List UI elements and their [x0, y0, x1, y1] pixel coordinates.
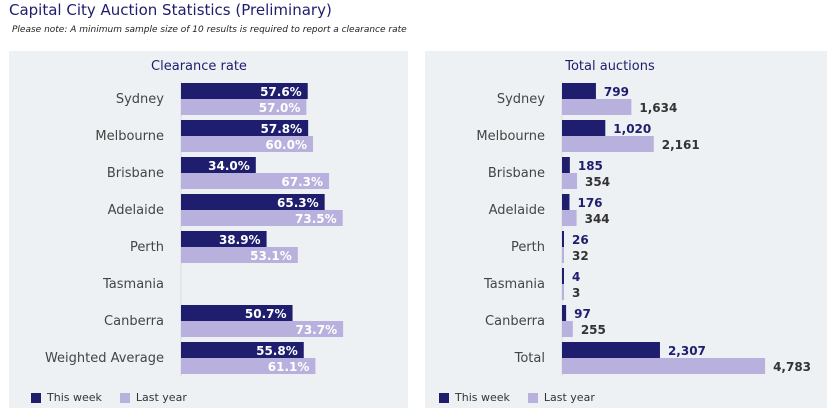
legend-item-this-week: This week — [31, 391, 102, 404]
bar-last-year-adelaide — [562, 210, 577, 226]
data-label-this-week-brisbane: 34.0% — [208, 159, 250, 173]
legend-label-this-week: This week — [47, 391, 102, 404]
category-label-canberra: Canberra — [485, 314, 545, 329]
bar-last-year-sydney — [562, 99, 632, 115]
bar-last-year-brisbane — [181, 173, 330, 189]
category-label-adelaide: Adelaide — [489, 203, 545, 218]
data-label-this-week-canberra: 50.7% — [245, 307, 287, 321]
bar-last-year-melbourne — [181, 136, 313, 152]
category-label-tasmania: Tasmania — [483, 277, 545, 292]
data-label-this-week-sydney: 799 — [604, 85, 629, 99]
bar-last-year-total — [562, 358, 766, 374]
clearance-rate-panel: Clearance rate Sydney 57.6% 57.0% Melbourne 5… — [9, 51, 408, 408]
data-label-last-year-adelaide: 73.5% — [295, 212, 337, 226]
bar-this-week-brisbane — [562, 157, 570, 173]
data-label-last-year-melbourne: 60.0% — [265, 138, 307, 152]
bar-this-week-canberra — [181, 305, 293, 321]
data-label-last-year-sydney: 57.0% — [259, 101, 301, 115]
data-label-last-year-melbourne: 2,161 — [662, 138, 700, 152]
clearance-rate-legend: This week Last year — [31, 391, 187, 404]
category-label-brisbane: Brisbane — [107, 166, 164, 181]
category-label-adelaide: Adelaide — [108, 203, 164, 218]
bar-this-week-perth — [562, 231, 564, 247]
data-label-this-week-adelaide: 176 — [577, 196, 602, 210]
sample-size-note: Please note: A minimum sample size of 10… — [12, 25, 407, 35]
bar-this-week-brisbane — [181, 157, 256, 173]
bar-this-week-sydney — [562, 83, 596, 99]
legend-label-this-week: This week — [455, 391, 510, 404]
data-label-this-week-tasmania: 4 — [572, 270, 580, 284]
data-label-last-year-perth: 32 — [572, 249, 589, 263]
bar-this-week-weighted-average — [181, 342, 304, 358]
chart-title: Clearance rate — [151, 59, 247, 74]
data-label-last-year-perth: 53.1% — [250, 249, 292, 263]
category-label-tasmania: Tasmania — [102, 277, 164, 292]
bar-last-year-canberra — [181, 321, 344, 337]
category-label-melbourne: Melbourne — [476, 129, 545, 144]
bar-this-week-total — [562, 342, 660, 358]
data-label-this-week-weighted-average: 55.8% — [256, 344, 298, 358]
bar-last-year-melbourne — [562, 136, 654, 152]
data-label-last-year-tasmania: 3 — [572, 286, 580, 300]
data-label-last-year-total: 4,783 — [773, 360, 811, 374]
data-label-last-year-canberra: 255 — [581, 323, 606, 337]
bar-this-week-perth — [181, 231, 267, 247]
bar-last-year-sydney — [181, 99, 307, 115]
bar-this-week-tasmania — [562, 268, 564, 284]
total-auctions-legend: This week Last year — [439, 391, 595, 404]
bar-this-week-adelaide — [181, 194, 325, 210]
data-label-last-year-canberra: 73.7% — [295, 323, 337, 337]
data-label-this-week-sydney: 57.6% — [260, 85, 302, 99]
data-label-last-year-brisbane: 67.3% — [281, 175, 323, 189]
bar-last-year-brisbane — [562, 173, 578, 189]
data-label-this-week-melbourne: 1,020 — [613, 122, 651, 136]
legend-swatch-last-year — [527, 392, 538, 403]
legend-swatch-last-year — [119, 392, 130, 403]
data-label-this-week-melbourne: 57.8% — [261, 122, 303, 136]
data-label-last-year-adelaide: 344 — [585, 212, 610, 226]
category-label-weighted-average: Weighted Average — [45, 351, 164, 366]
data-label-last-year-brisbane: 354 — [585, 175, 610, 189]
bar-this-week-sydney — [181, 83, 308, 99]
data-label-last-year-weighted-average: 61.1% — [268, 360, 310, 374]
bar-this-week-adelaide — [562, 194, 570, 210]
legend-swatch-this-week — [31, 392, 41, 403]
bar-last-year-tasmania — [562, 284, 564, 300]
bar-last-year-weighted-average — [181, 358, 316, 374]
legend-label-last-year: Last year — [543, 391, 595, 404]
data-label-this-week-adelaide: 65.3% — [277, 196, 319, 210]
bar-last-year-perth — [562, 247, 564, 263]
legend-item-this-week: This week — [439, 391, 510, 404]
legend-label-last-year: Last year — [135, 391, 187, 404]
category-label-total: Total — [514, 351, 545, 366]
category-label-canberra: Canberra — [104, 314, 164, 329]
legend-item-last-year: Last year — [527, 391, 595, 404]
bar-this-week-melbourne — [562, 120, 606, 136]
bar-last-year-perth — [181, 247, 298, 263]
data-label-last-year-sydney: 1,634 — [639, 101, 677, 115]
data-label-this-week-perth: 38.9% — [219, 233, 261, 247]
clearance-rate-chart: Clearance rate Sydney 57.6% 57.0% Melbourne 5… — [45, 59, 344, 376]
category-label-perth: Perth — [511, 240, 545, 255]
category-label-sydney: Sydney — [497, 92, 545, 107]
bar-this-week-melbourne — [181, 120, 309, 136]
legend-swatch-this-week — [439, 392, 449, 403]
total-auctions-panel: Total auctions Sydney 799 1,634 Melbourne 1,0… — [425, 51, 827, 408]
data-label-this-week-perth: 26 — [572, 233, 589, 247]
category-label-melbourne: Melbourne — [95, 129, 164, 144]
legend-item-last-year: Last year — [119, 391, 187, 404]
total-auctions-chart: Total auctions Sydney 799 1,634 Melbourne 1,0… — [476, 59, 811, 376]
bar-last-year-adelaide — [181, 210, 343, 226]
category-label-perth: Perth — [130, 240, 164, 255]
data-label-this-week-brisbane: 185 — [578, 159, 603, 173]
data-label-this-week-total: 2,307 — [668, 344, 706, 358]
category-label-sydney: Sydney — [116, 92, 164, 107]
data-label-this-week-canberra: 97 — [574, 307, 591, 321]
page-title: Capital City Auction Statistics (Prelimi… — [9, 1, 332, 19]
bar-this-week-canberra — [562, 305, 567, 321]
category-label-brisbane: Brisbane — [488, 166, 545, 181]
chart-title: Total auctions — [564, 59, 655, 74]
bar-last-year-canberra — [562, 321, 573, 337]
